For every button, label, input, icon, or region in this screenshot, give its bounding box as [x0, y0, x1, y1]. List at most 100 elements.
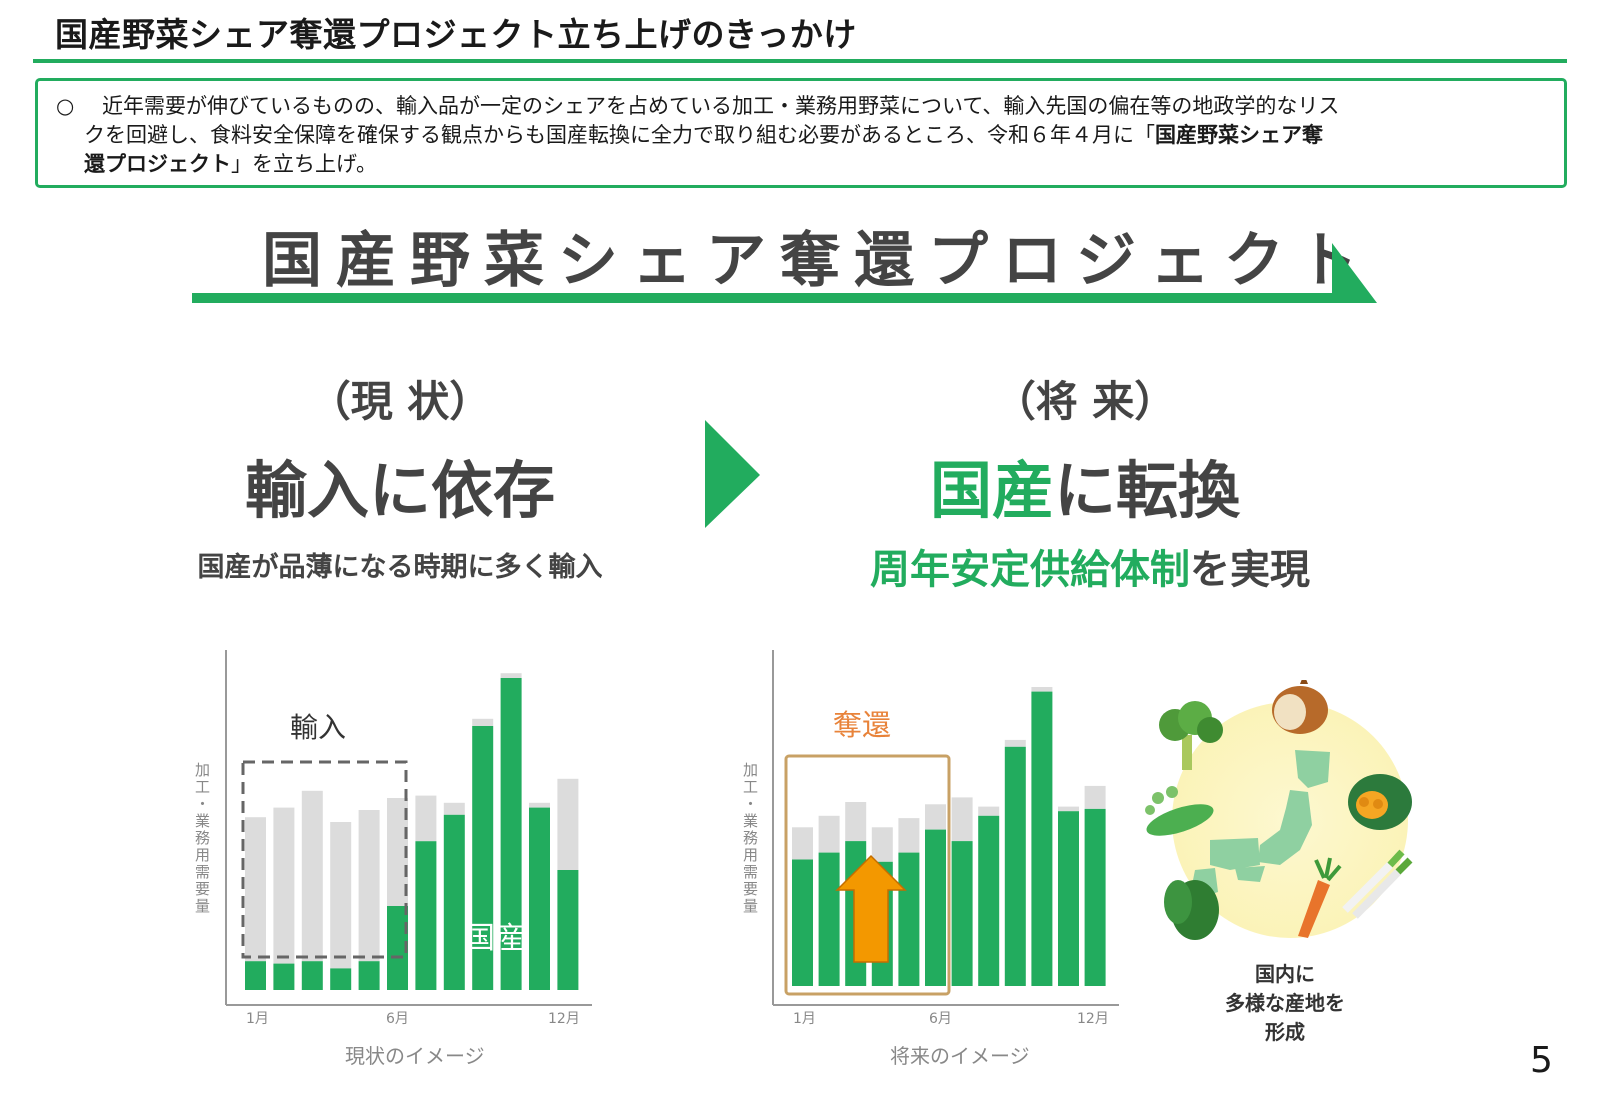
summary-box: ○ 近年需要が伸びているものの、輸入品が一定のシェアを占めている加工・業務用野菜…: [35, 78, 1567, 188]
future-bar-import-3: [845, 802, 867, 842]
current-bar-import-10: [500, 673, 522, 678]
future-bar-domestic-2: [818, 852, 840, 986]
green-onion-icon: [1342, 849, 1413, 919]
current-bar-import-4: [330, 822, 352, 969]
future-headline-green: 国産: [929, 454, 1054, 527]
broccoli-icon: [1159, 701, 1223, 770]
current-tick-jan: 1月: [246, 1011, 269, 1027]
current-status-label: （現 状）: [308, 377, 492, 426]
future-status-label: （将 来）: [993, 377, 1177, 426]
map-caption: 国内に 多様な産地を 形成: [1205, 960, 1365, 1047]
current-bar-domestic-1: [245, 961, 266, 990]
summary-line-3: 還プロジェクト」を立ち上げ。: [84, 150, 1546, 179]
onion-icon: [1272, 680, 1328, 734]
future-bar-domestic-11: [1058, 811, 1079, 986]
reclaim-highlight-box: [784, 754, 951, 996]
future-bar-import-7: [951, 797, 973, 842]
reclaim-label: 奪還: [833, 708, 891, 742]
current-bar-import-5: [358, 810, 380, 962]
future-tick-jan: 1月: [793, 1011, 816, 1027]
future-bar-import-9: [1004, 739, 1026, 747]
future-bar-import-6: [925, 804, 946, 830]
current-bar-import-7: [415, 795, 437, 842]
current-subline: 国産が品薄になる時期に多く輸入: [197, 552, 603, 583]
peas-icon: [1145, 786, 1214, 836]
future-bar-import-8: [978, 806, 1000, 816]
japan-vegetables-illustration: [1145, 680, 1413, 940]
up-arrow-icon: [835, 854, 907, 963]
future-chart-caption: 将来のイメージ: [890, 1044, 1030, 1068]
map-caption-line-1: 国内に: [1255, 962, 1315, 986]
current-chart-y-label: 加工・業務用需要量: [193, 762, 211, 915]
future-bar-domestic-6: [925, 829, 946, 986]
carrot-icon: [1298, 857, 1342, 938]
project-banner-title: 国産野菜シェア奪還プロジェクト: [262, 226, 1372, 296]
future-bar-domestic-9: [1004, 746, 1026, 986]
spinach-icon: [1164, 880, 1219, 940]
import-label: 輸入: [290, 711, 346, 744]
future-bar-import-4: [871, 827, 893, 862]
future-subline: 周年安定供給体制を実現: [800, 537, 1380, 595]
current-bar-domestic-9: [472, 726, 494, 990]
future-bar-import-5: [898, 818, 920, 853]
domestic-label: 国産: [465, 921, 525, 956]
current-bar-domestic-2: [273, 963, 295, 990]
banner-arrow-shape: [192, 243, 1377, 303]
summary-bullet: ○: [56, 94, 75, 118]
future-bar-domestic-5: [898, 852, 920, 986]
import-highlight-box: [241, 760, 408, 959]
future-subline-rest: を実現: [1190, 547, 1310, 593]
current-bar-import-3: [301, 790, 323, 962]
current-chart-caption: 現状のイメージ: [345, 1044, 485, 1068]
current-bar-import-8: [443, 802, 465, 815]
current-chart: 輸入 国産 1月 6月 12月: [225, 650, 592, 1027]
current-bar-domestic-8: [443, 814, 465, 990]
current-bar-domestic-5: [358, 961, 380, 990]
current-bar-import-9: [472, 718, 494, 726]
current-bar-domestic-6: [387, 906, 408, 990]
page-title: 国産野菜シェア奪還プロジェクト立ち上げのきっかけ: [55, 15, 857, 54]
future-bar-import-1: [792, 827, 813, 860]
title-divider: [33, 59, 1567, 63]
current-bar-domestic-12: [557, 870, 579, 990]
current-bar-domestic-7: [415, 841, 437, 990]
future-bar-domestic-12: [1084, 808, 1106, 986]
current-tick-dec: 12月: [548, 1011, 580, 1027]
future-bar-import-11: [1058, 806, 1079, 812]
future-headline-rest: に転換: [1054, 454, 1241, 527]
future-headline: 国産に転換: [880, 440, 1290, 530]
summary-line-2-text: クを回避し、食料安全保障を確保する観点からも国産転換に全力で取り組む必要があると…: [84, 123, 1155, 147]
summary-line-1: 近年需要が伸びているものの、輸入品が一定のシェアを占めている加工・業務用野菜につ…: [102, 94, 1340, 118]
current-bar-domestic-3: [301, 961, 323, 990]
future-bar-import-2: [818, 815, 840, 853]
page-number: 5: [1530, 1040, 1553, 1081]
summary-project-name-part1: 国産野菜シェア奪: [1155, 123, 1323, 147]
banner-arrow-underline: [192, 243, 1377, 303]
future-tick-jun: 6月: [929, 1011, 952, 1027]
transition-arrow-icon: [705, 420, 760, 528]
current-bar-import-11: [529, 802, 550, 808]
future-chart: 奪還 1月 6月 12月: [772, 650, 1119, 1027]
future-chart-y-label: 加工・業務用需要量: [741, 762, 759, 915]
current-tick-jun: 6月: [386, 1011, 409, 1027]
future-bar-domestic-8: [978, 815, 1000, 986]
future-bar-domestic-10: [1031, 691, 1053, 986]
map-caption-line-3: 形成: [1265, 1020, 1305, 1044]
future-bar-import-10: [1031, 687, 1053, 692]
current-bar-domestic-4: [330, 968, 352, 990]
future-subline-green: 周年安定供給体制: [870, 547, 1190, 593]
pumpkin-icon: [1348, 774, 1412, 830]
current-bar-domestic-10: [500, 678, 522, 990]
future-tick-dec: 12月: [1077, 1011, 1109, 1027]
current-bar-domestic-11: [529, 807, 550, 990]
summary-project-name-part2: 還プロジェクト: [84, 152, 231, 176]
current-bar-import-12: [557, 778, 579, 870]
map-caption-line-2: 多様な産地を: [1225, 991, 1345, 1015]
future-bar-import-12: [1084, 785, 1106, 809]
current-bar-import-2: [273, 807, 295, 964]
future-bar-domestic-7: [951, 841, 973, 986]
summary-line-3-text: 」を立ち上げ。: [231, 152, 377, 176]
summary-line-2: クを回避し、食料安全保障を確保する観点からも国産転換に全力で取り組む必要があると…: [84, 121, 1546, 150]
future-bar-domestic-1: [792, 859, 813, 986]
current-headline: 輸入に依存: [244, 454, 555, 527]
